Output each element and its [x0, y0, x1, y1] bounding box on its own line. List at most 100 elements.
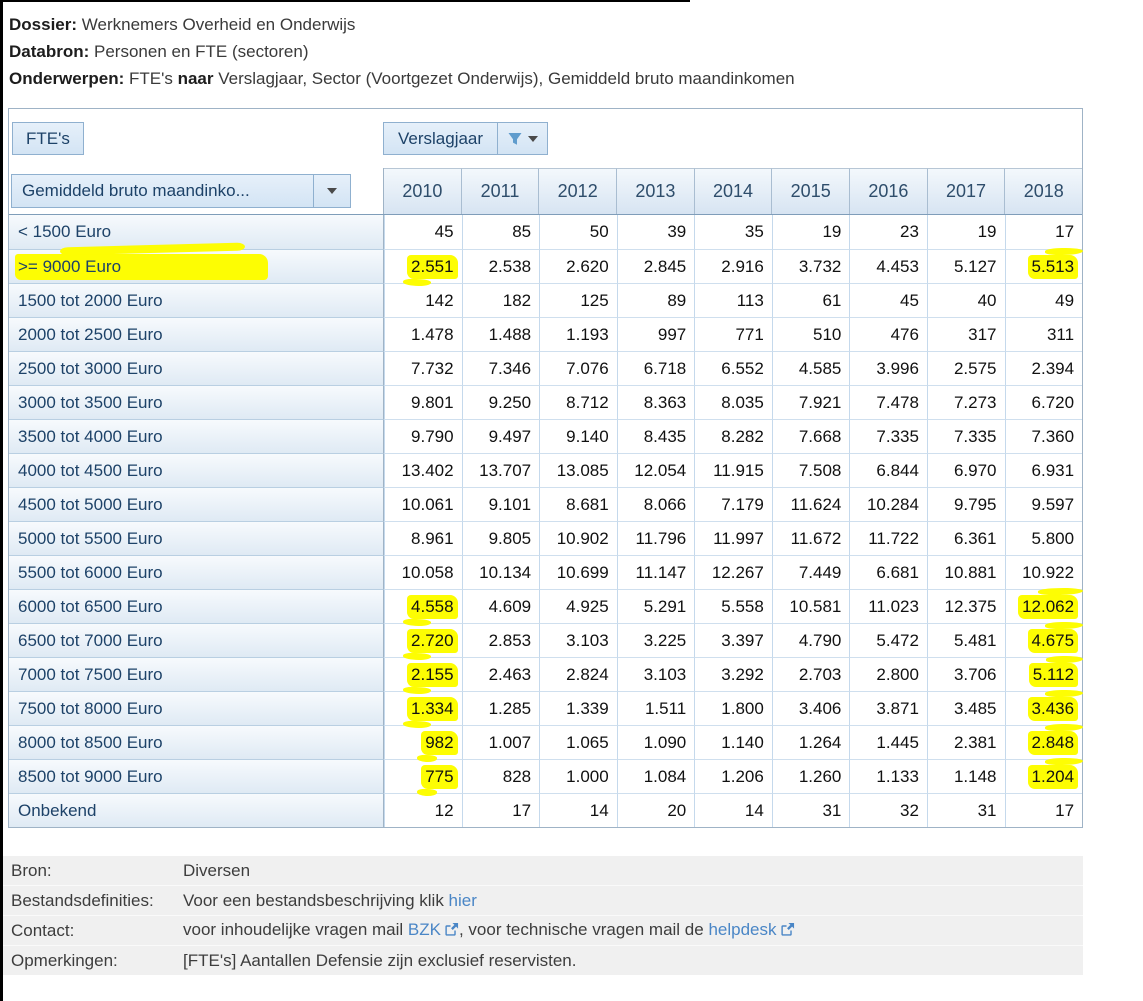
- row-header-cell[interactable]: 7500 tot 8000 Euro: [9, 691, 384, 725]
- value-cell: 1.339: [539, 691, 617, 725]
- value-cell: 182: [461, 283, 540, 317]
- row-dimension-dropdown[interactable]: Gemiddeld bruto maandinko...: [11, 174, 351, 208]
- value-cell: 8.681: [539, 487, 617, 521]
- highlight-marker: 3.436: [1027, 696, 1079, 721]
- table-row: 6500 tot 7000 Euro 2.720 2.853 3.103 3.225 3.…: [9, 623, 1083, 657]
- highlight-marker: 5.112: [1028, 662, 1079, 687]
- table-row: 3000 tot 3500 Euro 9.801 9.250 8.712 8.363 8.…: [9, 385, 1083, 419]
- value-cell: 3.706: [926, 657, 1005, 691]
- table-row: 5500 tot 6000 Euro 10.058 10.134 10.699 11.1…: [9, 555, 1083, 589]
- value-cell: 1.488: [461, 317, 540, 351]
- value-cell: 11.147: [616, 555, 695, 589]
- value-cell: 10.581: [771, 589, 850, 623]
- value-cell: 35: [694, 215, 772, 249]
- value-cell: 20: [616, 793, 695, 827]
- value-cell: 2.155: [384, 657, 462, 691]
- year-column-header[interactable]: 2010: [384, 168, 461, 214]
- filter-icon[interactable]: [507, 131, 523, 147]
- year-column-header[interactable]: 2018: [1004, 168, 1083, 214]
- external-link-icon[interactable]: [444, 922, 459, 942]
- value-cell: 89: [616, 283, 695, 317]
- value-cell: 2.916: [694, 249, 772, 283]
- value-cell: 8.435: [616, 419, 695, 453]
- year-column-header[interactable]: 2013: [616, 168, 694, 214]
- onderwerpen-line: Onderwerpen: FTE's naar Verslagjaar, Sec…: [9, 65, 795, 92]
- row-header-cell[interactable]: 6500 tot 7000 Euro: [9, 623, 384, 657]
- value-cell: 9.597: [1004, 487, 1083, 521]
- row-header-cell[interactable]: 2000 tot 2500 Euro: [9, 317, 384, 351]
- row-header-cell[interactable]: 5000 tot 5500 Euro: [9, 521, 384, 555]
- value-cell: 5.513: [1004, 249, 1083, 283]
- chevron-down-icon: [327, 188, 337, 194]
- chevron-down-icon[interactable]: [528, 135, 539, 142]
- footer-value: Voor een bestandsbeschrijving klik hier: [183, 891, 1083, 911]
- value-cell: 9.101: [461, 487, 540, 521]
- value-cell: 12.267: [694, 555, 772, 589]
- column-filter-controls[interactable]: [497, 123, 547, 154]
- year-column-header[interactable]: 2012: [538, 168, 617, 214]
- value-cell: 9.250: [461, 385, 540, 419]
- onderwerpen-label: Onderwerpen:: [9, 69, 125, 88]
- value-cell: 23: [849, 215, 927, 249]
- table-row: 5000 tot 5500 Euro 8.961 9.805 10.902 11.796…: [9, 521, 1083, 555]
- row-header-cell[interactable]: 7000 tot 7500 Euro: [9, 657, 384, 691]
- footer-row-bron: Bron: Diversen: [3, 856, 1083, 885]
- highlight-marker: 2.848: [1027, 730, 1079, 755]
- value-cell: 2.463: [461, 657, 540, 691]
- table-row: < 1500 Euro 45 85 50 39 35 19 23 19 17: [9, 215, 1083, 249]
- table-row: 4000 tot 4500 Euro 13.402 13.707 13.085 12.0…: [9, 453, 1083, 487]
- footer-row-contact: Contact: voor inhoudelijke vragen mail B…: [3, 915, 1083, 945]
- year-column-header[interactable]: 2016: [849, 168, 927, 214]
- row-header-cell[interactable]: 8500 tot 9000 Euro: [9, 759, 384, 793]
- column-header-row: Gemiddeld bruto maandinko... 2010 2011 201…: [9, 168, 1083, 215]
- row-header-cell[interactable]: 3500 tot 4000 Euro: [9, 419, 384, 453]
- value-cell: 9.805: [461, 521, 540, 555]
- column-dimension-button[interactable]: Verslagjaar: [383, 122, 549, 155]
- table-row: Onbekend 12 17 14 20 14 31 32 31 17: [9, 793, 1083, 827]
- value-cell: 10.902: [539, 521, 617, 555]
- window-edge-top: [0, 0, 690, 2]
- year-column-header[interactable]: 2017: [926, 168, 1005, 214]
- dossier-line: Dossier: Werknemers Overheid en Onderwij…: [9, 11, 795, 38]
- value-cell: 3.292: [694, 657, 772, 691]
- window-edge-left: [0, 0, 3, 1001]
- row-header-cell[interactable]: 5500 tot 6000 Euro: [9, 555, 384, 589]
- year-column-header[interactable]: 2015: [771, 168, 850, 214]
- row-header-cell[interactable]: Onbekend: [9, 793, 384, 827]
- databron-value: Personen en FTE (sectoren): [89, 42, 309, 61]
- value-cell: 3.103: [539, 623, 617, 657]
- dropdown-arrow[interactable]: [313, 175, 350, 207]
- row-header-cell[interactable]: >= 9000 Euro: [9, 249, 384, 283]
- row-header-cell[interactable]: 8000 tot 8500 Euro: [9, 725, 384, 759]
- hier-link[interactable]: hier: [448, 890, 477, 910]
- value-cell: 2.845: [616, 249, 695, 283]
- highlight-marker: 4.675: [1027, 628, 1079, 653]
- row-header-cell[interactable]: 2500 tot 3000 Euro: [9, 351, 384, 385]
- year-column-header[interactable]: 2011: [460, 168, 539, 214]
- row-header-cell[interactable]: 4000 tot 4500 Euro: [9, 453, 384, 487]
- value-cell: 1.148: [926, 759, 1005, 793]
- table-row: 7000 tot 7500 Euro 2.155 2.463 2.824 3.103 3.…: [9, 657, 1083, 691]
- value-cell: 13.085: [539, 453, 617, 487]
- row-header-cell[interactable]: 4500 tot 5000 Euro: [9, 487, 384, 521]
- value-cell: 6.681: [849, 555, 927, 589]
- value-cell: 11.672: [771, 521, 850, 555]
- row-header-cell[interactable]: 1500 tot 2000 Euro: [9, 283, 384, 317]
- value-cell: 1.090: [616, 725, 695, 759]
- value-cell: 50: [539, 215, 617, 249]
- row-header-cell[interactable]: 3000 tot 3500 Euro: [9, 385, 384, 419]
- value-cell: 12.375: [926, 589, 1005, 623]
- year-column-header[interactable]: 2014: [693, 168, 772, 214]
- value-cell: 11.722: [849, 521, 927, 555]
- bzk-link[interactable]: BZK: [407, 919, 441, 939]
- row-header-cell[interactable]: 6000 tot 6500 Euro: [9, 589, 384, 623]
- value-cell: 11.023: [849, 589, 927, 623]
- external-link-icon[interactable]: [780, 922, 795, 942]
- value-cell: 5.800: [1004, 521, 1083, 555]
- value-cell: 8.363: [616, 385, 695, 419]
- measure-button-ftes[interactable]: FTE's: [12, 122, 84, 155]
- helpdesk-link[interactable]: helpdesk: [708, 919, 777, 939]
- value-cell: 11.997: [694, 521, 772, 555]
- value-cell: 7.732: [384, 351, 462, 385]
- value-cell: 476: [849, 317, 927, 351]
